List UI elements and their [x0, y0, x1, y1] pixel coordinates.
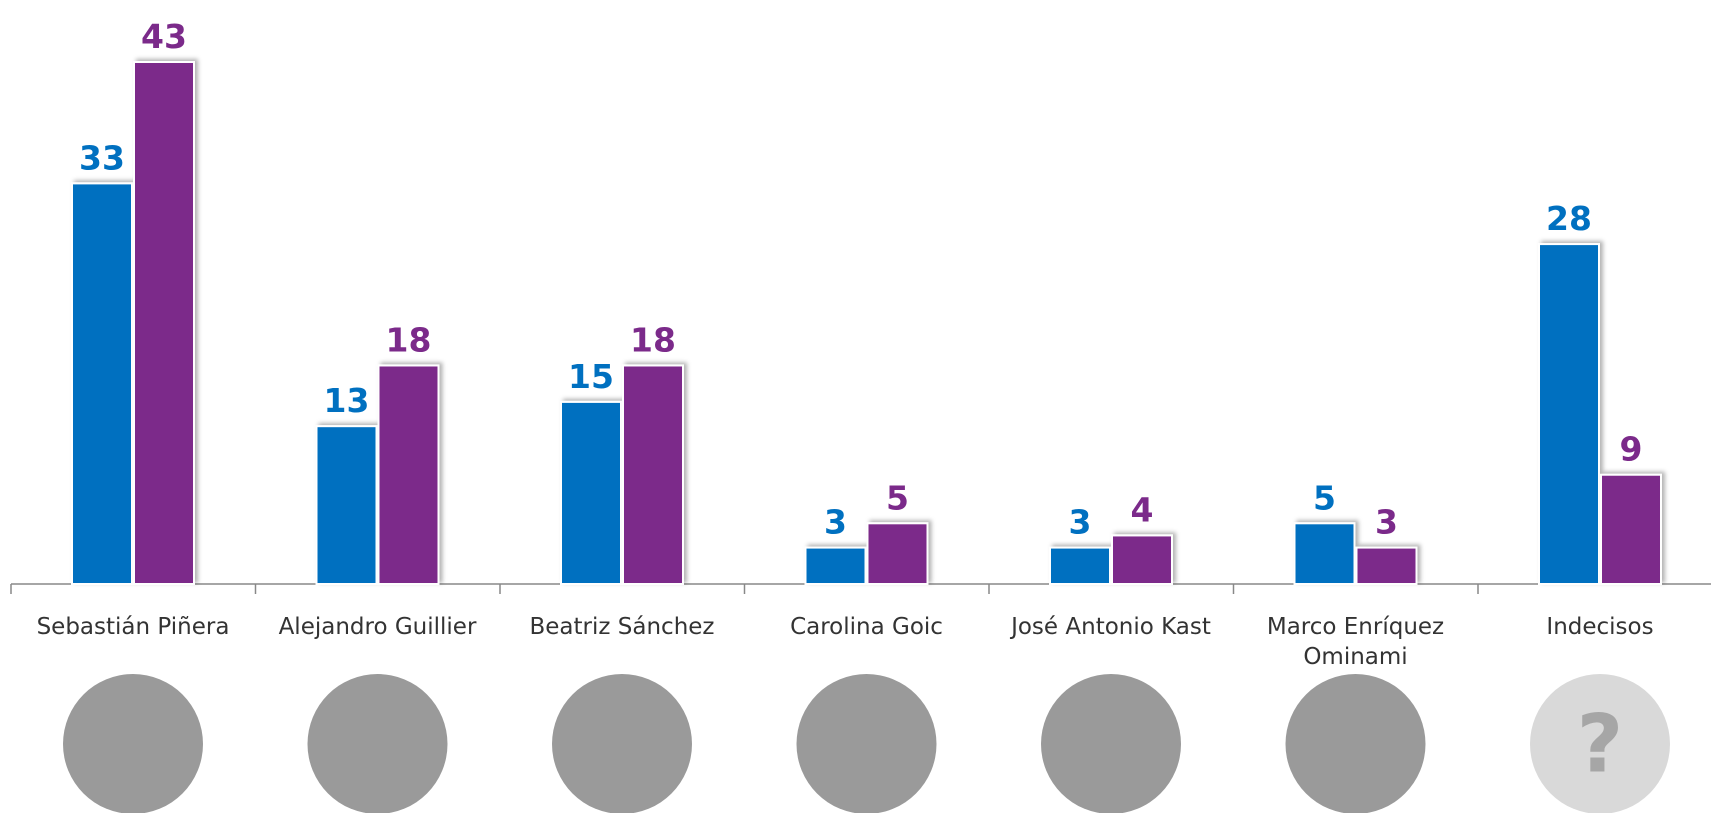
category-label: Alejandro Guillier: [278, 614, 477, 640]
candidate-photo: [1041, 674, 1181, 813]
value-label: 43: [141, 17, 187, 56]
bar: [1049, 546, 1111, 586]
value-label: 28: [1546, 199, 1592, 238]
value-label: 33: [79, 138, 125, 177]
bar: [1355, 546, 1418, 586]
bar: [133, 61, 195, 585]
bar: [1538, 243, 1600, 585]
bar: [315, 425, 378, 585]
bar: [1111, 534, 1173, 585]
value-label: 3: [1069, 503, 1092, 542]
category-label: Sebastián Piñera: [36, 614, 230, 640]
placeholder-avatar: [1530, 674, 1670, 813]
bar: [1600, 473, 1662, 585]
bar: [377, 364, 440, 585]
value-label: 9: [1620, 430, 1643, 469]
value-label: 4: [1131, 490, 1154, 529]
bar: [560, 400, 622, 585]
value-label: 13: [324, 381, 370, 420]
value-label: 18: [386, 320, 432, 359]
category-label: José Antonio Kast: [1011, 614, 1211, 640]
category-label: Indecisos: [1546, 614, 1654, 640]
value-label: 3: [824, 503, 847, 542]
bar: [804, 546, 867, 586]
value-label: 5: [1313, 478, 1336, 517]
candidate-photo: [1285, 674, 1426, 813]
bar: [71, 182, 133, 585]
value-label: 5: [886, 478, 909, 517]
category-label: Marco Enríquez Ominami: [1266, 614, 1445, 670]
category-label: Beatriz Sánchez: [529, 614, 715, 640]
value-label: 3: [1375, 503, 1398, 542]
candidate-photo: [552, 674, 692, 813]
bar: [622, 364, 684, 585]
placeholder-icon: ?: [1577, 698, 1623, 791]
candidate-photo: [796, 674, 937, 813]
value-label: 15: [568, 357, 614, 396]
value-label: 18: [630, 320, 676, 359]
candidate-photo: [63, 674, 203, 813]
bar: [1293, 522, 1356, 585]
candidate-photo: [307, 674, 448, 813]
category-label: Carolina Goic: [790, 614, 943, 640]
bar: [866, 522, 929, 585]
